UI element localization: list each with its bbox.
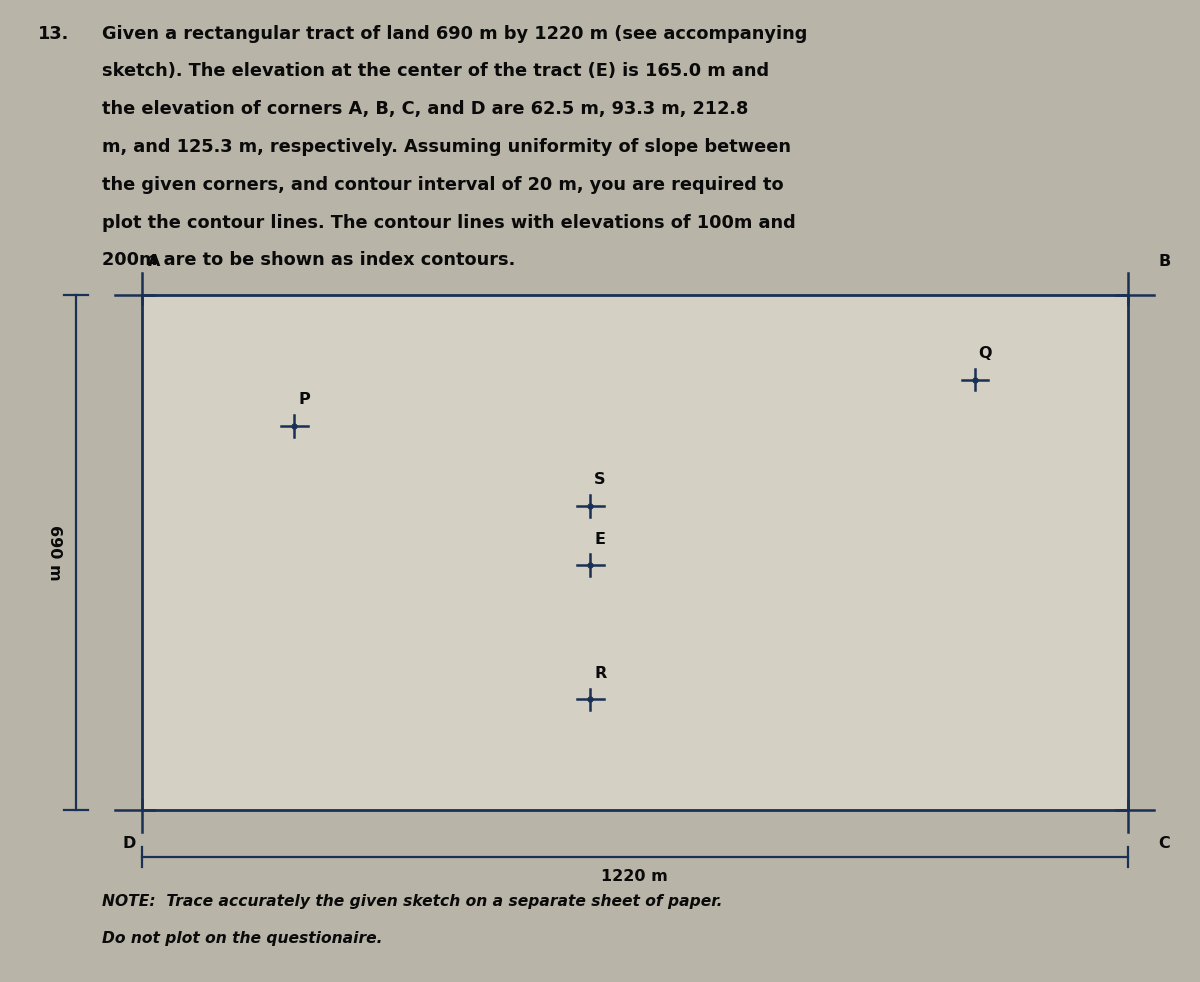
Text: S: S (594, 472, 606, 487)
Text: E: E (594, 531, 605, 547)
Bar (142, 295, 1128, 810)
Text: P: P (298, 393, 310, 408)
Text: Given a rectangular tract of land 690 m by 1220 m (see accompanying: Given a rectangular tract of land 690 m … (102, 25, 808, 42)
Text: NOTE:  Trace accurately the given sketch on a separate sheet of paper.: NOTE: Trace accurately the given sketch … (102, 894, 722, 908)
Text: the elevation of corners A, B, C, and D are 62.5 m, 93.3 m, 212.8: the elevation of corners A, B, C, and D … (102, 100, 749, 118)
Bar (142, 295, 1128, 810)
Text: m, and 125.3 m, respectively. Assuming uniformity of slope between: m, and 125.3 m, respectively. Assuming u… (102, 138, 791, 156)
Text: plot the contour lines. The contour lines with elevations of 100m and: plot the contour lines. The contour line… (102, 214, 796, 232)
Text: B: B (1158, 254, 1170, 269)
Text: R: R (594, 666, 606, 681)
Text: A: A (148, 254, 160, 269)
Text: 1220 m: 1220 m (601, 869, 668, 884)
Text: 200m are to be shown as index contours.: 200m are to be shown as index contours. (102, 251, 515, 269)
Text: Q: Q (979, 346, 992, 361)
Text: 13.: 13. (38, 25, 70, 42)
Text: C: C (1158, 836, 1170, 850)
Text: 690 m: 690 m (47, 524, 61, 580)
Text: D: D (122, 836, 136, 850)
Text: Do not plot on the questionaire.: Do not plot on the questionaire. (102, 931, 383, 946)
Text: sketch). The elevation at the center of the tract (E) is 165.0 m and: sketch). The elevation at the center of … (102, 63, 769, 81)
Text: the given corners, and contour interval of 20 m, you are required to: the given corners, and contour interval … (102, 176, 784, 193)
